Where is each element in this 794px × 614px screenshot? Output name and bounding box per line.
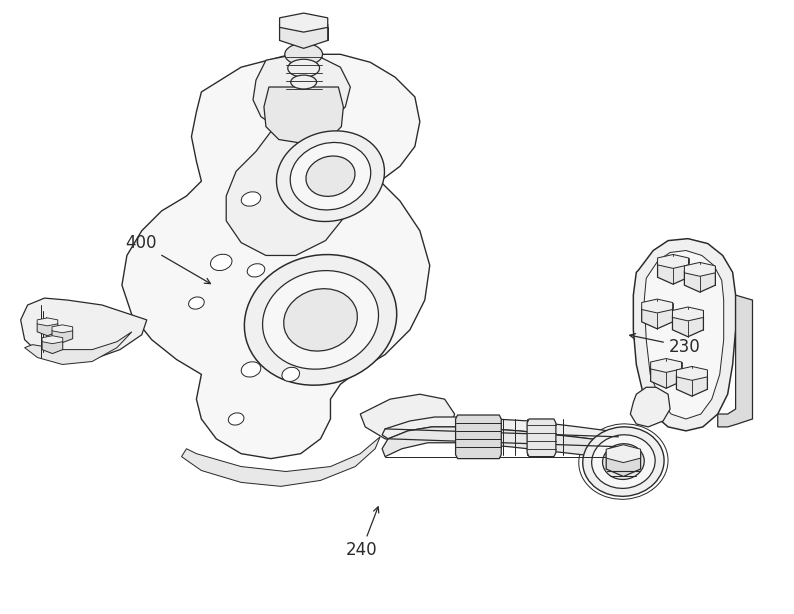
Polygon shape	[226, 130, 350, 255]
Ellipse shape	[287, 60, 319, 77]
Polygon shape	[676, 367, 707, 380]
Ellipse shape	[583, 427, 664, 496]
Ellipse shape	[245, 255, 397, 385]
Polygon shape	[279, 17, 328, 49]
Ellipse shape	[291, 75, 317, 89]
Polygon shape	[644, 251, 723, 419]
Ellipse shape	[282, 367, 299, 381]
Ellipse shape	[247, 263, 264, 277]
Ellipse shape	[285, 44, 322, 65]
Polygon shape	[642, 299, 673, 313]
Polygon shape	[527, 419, 556, 457]
Polygon shape	[360, 394, 455, 444]
Polygon shape	[382, 427, 614, 457]
Ellipse shape	[241, 192, 260, 206]
Ellipse shape	[592, 435, 655, 488]
Polygon shape	[253, 54, 350, 131]
Text: 240: 240	[345, 507, 379, 559]
Ellipse shape	[263, 271, 379, 369]
Polygon shape	[122, 54, 430, 459]
Polygon shape	[634, 239, 735, 431]
Polygon shape	[382, 417, 619, 441]
Polygon shape	[42, 338, 63, 354]
Polygon shape	[37, 320, 58, 336]
Polygon shape	[264, 87, 343, 144]
Ellipse shape	[241, 362, 260, 377]
Polygon shape	[676, 368, 707, 396]
Polygon shape	[718, 295, 753, 427]
Polygon shape	[456, 415, 501, 459]
Ellipse shape	[276, 131, 384, 222]
Ellipse shape	[603, 444, 644, 480]
Polygon shape	[650, 360, 681, 388]
Ellipse shape	[283, 289, 357, 351]
Polygon shape	[25, 332, 132, 365]
Ellipse shape	[306, 156, 355, 196]
Ellipse shape	[291, 142, 371, 210]
Text: 400: 400	[125, 234, 210, 284]
Polygon shape	[52, 327, 73, 343]
Polygon shape	[673, 309, 703, 336]
Polygon shape	[182, 437, 380, 486]
Polygon shape	[52, 325, 73, 333]
Polygon shape	[279, 13, 328, 32]
Ellipse shape	[210, 254, 232, 271]
Ellipse shape	[229, 413, 244, 425]
Polygon shape	[606, 445, 641, 462]
Polygon shape	[630, 387, 670, 427]
Ellipse shape	[189, 297, 204, 309]
Polygon shape	[642, 301, 673, 329]
Polygon shape	[37, 318, 58, 326]
Polygon shape	[657, 257, 688, 284]
Polygon shape	[21, 298, 147, 362]
Polygon shape	[650, 359, 681, 373]
Polygon shape	[684, 262, 715, 276]
Polygon shape	[673, 307, 703, 321]
Polygon shape	[606, 447, 641, 476]
Polygon shape	[657, 254, 688, 268]
Polygon shape	[684, 265, 715, 292]
Text: 230: 230	[630, 333, 700, 356]
Polygon shape	[42, 336, 63, 344]
